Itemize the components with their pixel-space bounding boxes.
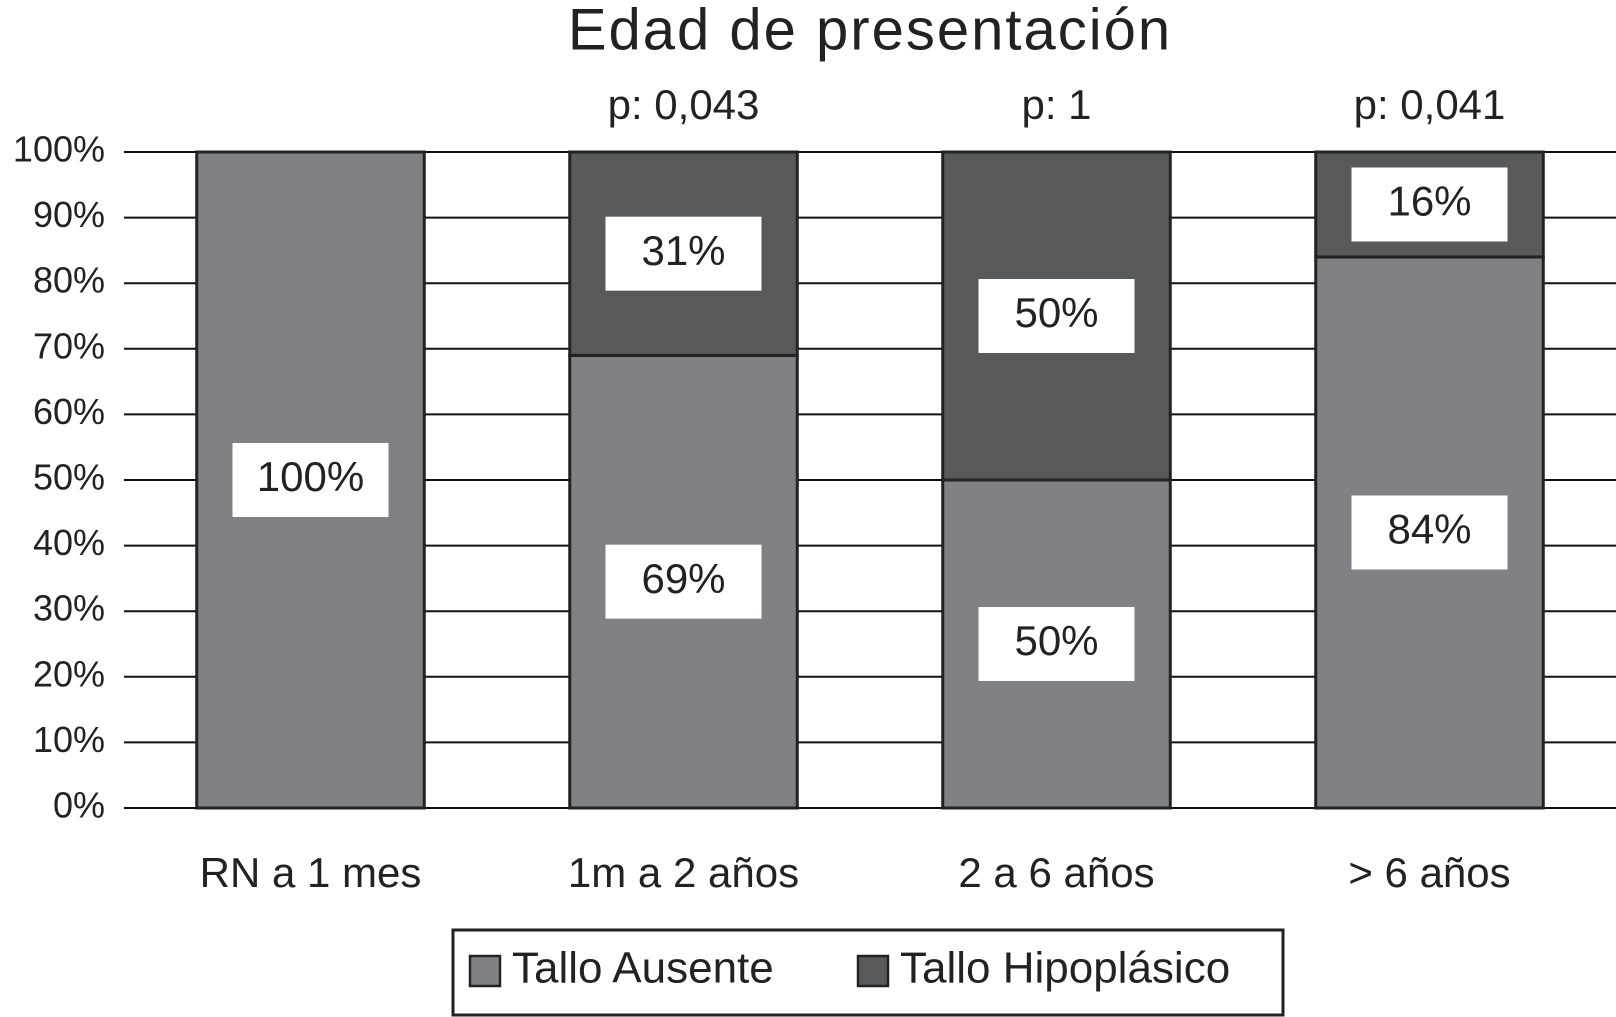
value-label: 16% <box>1387 178 1471 225</box>
p-value: p: 0,041 <box>1354 81 1506 128</box>
y-tick-label: 50% <box>33 457 105 498</box>
y-tick-label: 60% <box>33 391 105 432</box>
value-label: 100% <box>257 453 364 500</box>
value-label: 69% <box>641 555 725 602</box>
y-tick-label: 10% <box>33 719 105 760</box>
y-tick-label: 30% <box>33 588 105 629</box>
y-tick-label: 20% <box>33 653 105 694</box>
y-tick-label: 40% <box>33 522 105 563</box>
value-label: 84% <box>1387 506 1471 553</box>
p-value: p: 1 <box>1021 81 1091 128</box>
value-label-box <box>232 443 389 517</box>
value-label-box <box>605 544 762 619</box>
value-label-box <box>1351 495 1508 570</box>
value-label-box <box>978 279 1135 353</box>
value-label: 50% <box>1014 617 1098 664</box>
chart-title: Edad de presentación <box>568 0 1172 62</box>
legend-swatch <box>856 954 890 988</box>
value-label-box <box>1351 167 1508 242</box>
p-value: p: 0,043 <box>608 81 760 128</box>
x-tick-label: RN a 1 mes <box>200 849 422 896</box>
legend-label: Tallo Ausente <box>512 944 774 993</box>
x-tick-label: 2 a 6 años <box>958 849 1154 896</box>
value-label: 50% <box>1014 289 1098 336</box>
y-tick-label: 90% <box>33 194 105 235</box>
x-tick-label: 1m a 2 años <box>568 849 799 896</box>
y-tick-label: 70% <box>33 325 105 366</box>
y-tick-label: 100% <box>13 129 105 170</box>
x-tick-label: > 6 años <box>1348 849 1510 896</box>
y-tick-label: 80% <box>33 260 105 301</box>
value-label-box <box>978 607 1135 681</box>
value-label: 31% <box>641 227 725 274</box>
value-label-box <box>605 216 762 291</box>
legend-label: Tallo Hipoplásico <box>900 944 1230 993</box>
legend-swatch <box>468 954 502 988</box>
y-tick-label: 0% <box>53 785 105 826</box>
